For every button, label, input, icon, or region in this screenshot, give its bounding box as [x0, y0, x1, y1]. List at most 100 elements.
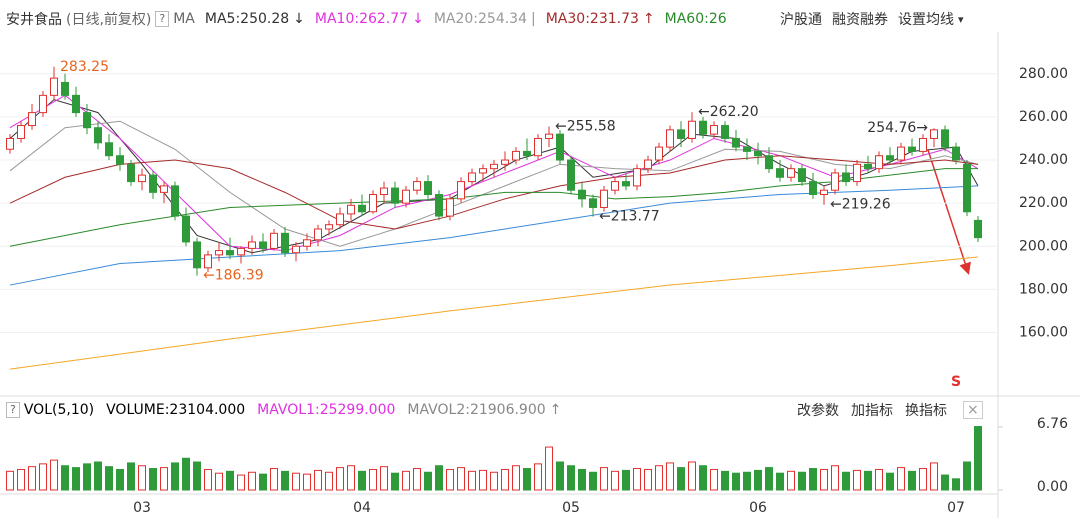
top-bar: 安井食品 (日线,前复权) ? MA MA5:250.28 ↓ MA10:262.7… [6, 8, 727, 30]
indicator-button[interactable]: 改参数 [797, 403, 839, 419]
x-tick-label: 04 [353, 500, 371, 516]
candle-body [28, 112, 36, 127]
volume-bar [50, 459, 58, 491]
y-tick-label: 200.00 [1019, 238, 1068, 254]
candle-body [556, 133, 564, 161]
candle-body [666, 129, 674, 148]
candle-body [743, 146, 751, 152]
volume-bar [138, 465, 146, 491]
candle-body [787, 168, 795, 178]
candle-body [116, 155, 124, 165]
legend-trend: | [531, 11, 536, 27]
signal-marker: S [951, 374, 961, 390]
volume-bar [545, 446, 553, 491]
volume-bar [611, 470, 619, 491]
volume-bar [688, 461, 696, 491]
price-annotation: ←219.26 [830, 197, 891, 213]
price-annotation: 254.76→ [867, 120, 928, 136]
volume-bar [457, 467, 465, 491]
volume-bar [721, 470, 729, 491]
volume-bar [402, 470, 410, 491]
candle-body [721, 125, 729, 139]
indicator-button[interactable]: 换指标 [905, 403, 947, 419]
candle-body [655, 146, 663, 161]
indicator-button[interactable]: 加指标 [851, 403, 893, 419]
candle-body [512, 150, 520, 161]
subtitle: (日线,前复权) [66, 12, 152, 28]
volume-bar [952, 478, 960, 491]
volume-bar [556, 461, 564, 491]
volume-bar [424, 471, 432, 491]
volume-bar [105, 466, 113, 491]
candle-body [369, 194, 377, 213]
candle-body [358, 204, 366, 213]
candle-body [710, 125, 718, 135]
volume-bar [589, 471, 597, 491]
menu-caret[interactable]: ▾ [958, 12, 964, 26]
y-tick-label: 180.00 [1019, 281, 1068, 297]
help[interactable]: ? [6, 402, 20, 418]
candle-body [259, 241, 267, 249]
volume-bar [501, 468, 509, 491]
volume-bar [336, 467, 344, 491]
volume-bar [754, 469, 762, 491]
volume-bar [193, 461, 201, 491]
candle-body [479, 168, 487, 174]
close-button[interactable]: × [963, 401, 983, 419]
volume-bar [963, 461, 971, 491]
volume-bar [83, 463, 91, 491]
candle-body [644, 159, 652, 170]
candle-body [182, 215, 190, 243]
volume-bar [809, 468, 817, 491]
toolbar-item[interactable]: 沪股通 [780, 12, 822, 28]
candle-body [963, 163, 971, 213]
legend-trend: ↓ [412, 11, 424, 27]
price-annotation: ←186.39 [203, 268, 264, 284]
volume-bar [787, 470, 795, 491]
x-tick-label: 03 [133, 500, 151, 516]
help[interactable]: ? [155, 11, 170, 27]
candle-body [578, 189, 586, 200]
candle-body [127, 163, 135, 183]
candle-body [545, 133, 553, 139]
candle-body [699, 120, 707, 135]
volume-bar [578, 468, 586, 491]
volume-bar [765, 467, 773, 491]
candle-body [105, 142, 113, 157]
volume-bar [919, 468, 927, 491]
candle-body [798, 168, 806, 183]
volume-bar [677, 467, 685, 491]
candle-body [215, 250, 223, 256]
candle-body [424, 181, 432, 196]
y-tick-label: 0.00 [1037, 479, 1068, 495]
toolbar-item[interactable]: 设置均线 [898, 12, 954, 28]
volume-bar [644, 468, 652, 491]
volume-bar [204, 468, 212, 491]
candle-body [248, 241, 256, 249]
candle-body [567, 159, 575, 191]
candle-body [292, 245, 300, 254]
volume-bar [127, 462, 135, 491]
ma-line [9, 155, 979, 230]
volume-bar [655, 465, 663, 491]
price-annotation: 283.25 [60, 59, 109, 75]
volume-bar [820, 468, 828, 491]
volume-title: VOL(5,10) [23, 402, 95, 418]
volume-bar [259, 473, 267, 491]
ma-line [9, 256, 979, 370]
legend-entry: MA60:26 [664, 11, 727, 27]
candle-body [688, 120, 696, 139]
volume-bar [226, 470, 234, 491]
candle-body [875, 155, 883, 170]
volume-bar [446, 468, 454, 491]
candle-body [864, 163, 872, 170]
candle-body [776, 168, 784, 178]
volume-bar [534, 463, 542, 491]
candle-body [17, 125, 25, 139]
candle-body [380, 187, 388, 196]
candle-body [270, 232, 278, 249]
volume-header: ? VOL(5,10) VOLUME:23104.000 MAVOL1:25299… [6, 400, 561, 420]
toolbar-item[interactable]: 融资融券 [832, 12, 888, 28]
volume-bar [270, 468, 278, 491]
candle-body [138, 174, 146, 183]
